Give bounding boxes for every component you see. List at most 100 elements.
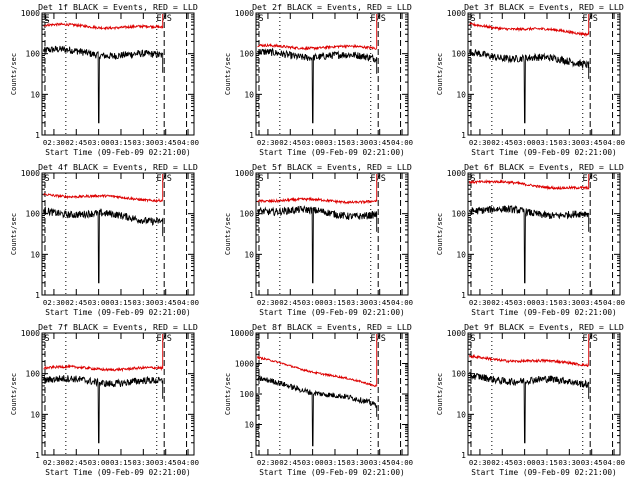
x-tick-label: 03:15 [110,138,132,147]
x-tick-label: 03:30 [132,138,154,147]
y-tick-label: 1000 [235,169,254,178]
x-tick-label: 02:30 [43,458,65,467]
series-lld [43,14,164,31]
chart-panel-2: Det 2f BLACK = Events, RED = LLD 1 10 100 10… [224,2,413,157]
x-axis-label: Start Time (09-Feb-09 02:21:00) [471,148,617,157]
x-tick-label: 03:00 [514,458,536,467]
chart-panel-5: Det 5f BLACK = Events, RED = LLD 1 10 100 10… [224,162,413,317]
series-lld [469,174,590,191]
y-tick-label: 1000 [21,9,40,18]
chart-panel-9: Det 9f BLACK = Events, RED = LLD 1 10 100 10… [436,322,625,477]
y-tick-label: 10 [30,410,40,419]
x-tick-label: 02:30 [43,298,65,307]
y-tick-label: 1 [249,291,254,300]
x-tick-label: 03:15 [536,298,558,307]
y-tick-label: 1000 [21,329,40,338]
plot-frame [41,172,195,296]
series-events [43,206,164,284]
y-tick-label: 10 [244,421,254,430]
series-events [469,204,590,284]
x-tick-label: 03:15 [324,298,346,307]
x-tick-label: 02:45 [279,458,301,467]
x-tick-label: 03:15 [324,458,346,467]
y-axis-label: Counts/sec [10,53,18,95]
x-axis-label: Start Time (09-Feb-09 02:21:00) [45,468,191,477]
x-axis-label: Start Time (09-Feb-09 02:21:00) [259,308,405,317]
x-tick-label: 03:30 [346,298,368,307]
marker-label: E/S [157,174,172,184]
x-tick-label: 03:30 [558,138,580,147]
series-lld [257,14,378,51]
x-tick-label: 03:00 [514,298,536,307]
plot-frame [467,332,621,456]
x-tick-label: 03:30 [558,298,580,307]
x-tick-label: 03:15 [324,138,346,147]
y-tick-label: 10 [456,90,466,99]
x-tick-label: 02:30 [469,298,491,307]
plot-frame [467,172,621,296]
x-tick-label: 03:00 [514,138,536,147]
x-tick-label: 03:45 [155,458,177,467]
x-tick-label: 03:45 [581,298,603,307]
x-tick-label: 04:00 [603,298,625,307]
y-tick-label: 1000 [235,360,254,369]
chart-title: Det 7f BLACK = Events, RED = LLD [38,322,198,332]
y-axis-label: Counts/sec [436,373,444,415]
x-tick-label: 03:15 [110,458,132,467]
x-tick-label: 03:30 [558,458,580,467]
series-events [257,374,378,447]
series-lld [43,174,164,204]
y-tick-label: 1 [461,291,466,300]
x-tick-label: 02:30 [469,458,491,467]
y-axis-label: Counts/sec [224,213,232,255]
x-tick-label: 02:30 [257,298,279,307]
x-tick-label: 02:45 [65,458,87,467]
series-lld [257,334,378,388]
marker-label: S [258,174,263,184]
x-tick-label: 02:45 [491,458,513,467]
chart-title: Det 6f BLACK = Events, RED = LLD [464,162,624,172]
x-tick-label: 02:30 [43,138,65,147]
x-tick-label: 03:30 [132,298,154,307]
marker-label: E/S [371,14,386,24]
chart-title: Det 2f BLACK = Events, RED = LLD [252,2,412,12]
y-axis-label: Counts/sec [224,53,232,95]
chart-title: Det 8f BLACK = Events, RED = LLD [252,322,412,332]
chart-title: Det 4f BLACK = Events, RED = LLD [38,162,198,172]
plot-frame [255,12,409,136]
series-events [469,48,590,124]
x-tick-label: 03:30 [346,458,368,467]
x-tick-label: 02:45 [279,138,301,147]
x-tick-label: 03:15 [536,458,558,467]
chart-title: Det 1f BLACK = Events, RED = LLD [38,2,198,12]
x-tick-label: 04:00 [391,298,413,307]
x-axis-label: Start Time (09-Feb-09 02:21:00) [45,148,191,157]
y-tick-label: 1000 [447,9,466,18]
x-tick-label: 03:15 [536,138,558,147]
x-tick-label: 04:00 [603,138,625,147]
y-tick-label: 100 [240,50,255,59]
y-tick-label: 100 [26,370,41,379]
x-tick-label: 03:45 [369,458,391,467]
y-axis-label: Counts/sec [436,53,444,95]
marker-label: E/S [371,174,386,184]
chart-panel-6: Det 6f BLACK = Events, RED = LLD 1 10 100 10… [436,162,625,317]
marker-label: S [44,174,49,184]
x-tick-label: 03:45 [155,138,177,147]
y-tick-label: 1 [35,291,40,300]
x-axis-label: Start Time (09-Feb-09 02:21:00) [45,308,191,317]
y-axis-label: Counts/sec [224,373,232,415]
plot-frame [467,12,621,136]
chart-panel-3: Det 3f BLACK = Events, RED = LLD 1 10 100 10… [436,2,625,157]
series-lld [43,334,164,373]
y-tick-label: 1 [461,451,466,460]
y-tick-label: 10 [30,250,40,259]
x-tick-label: 03:30 [132,458,154,467]
plot-frame [255,172,409,296]
x-axis-label: Start Time (09-Feb-09 02:21:00) [471,468,617,477]
y-tick-label: 1 [35,131,40,140]
series-events [257,47,378,124]
x-tick-label: 02:30 [257,138,279,147]
y-tick-label: 10 [30,90,40,99]
